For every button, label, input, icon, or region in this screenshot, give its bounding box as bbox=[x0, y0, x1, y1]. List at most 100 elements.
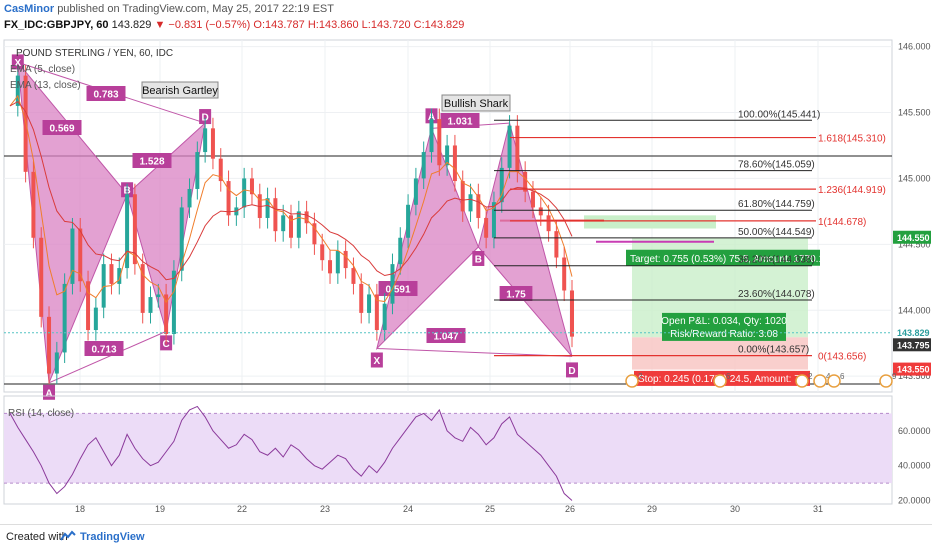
author-link[interactable]: CasMinor bbox=[4, 3, 55, 15]
fib-ext-label-0: 1.618(145.310) bbox=[818, 134, 886, 145]
price-label-entry: 143.795 bbox=[897, 340, 930, 350]
shark-ratio-xd-bg bbox=[426, 328, 466, 343]
candle-body-38 bbox=[304, 211, 309, 224]
rsi-tick-0: 60.0000 bbox=[898, 426, 931, 436]
gartley-ratio-xd-bg bbox=[86, 86, 126, 101]
candle-body-44 bbox=[351, 268, 356, 284]
candle-body-34 bbox=[273, 198, 278, 232]
candle-body-22 bbox=[179, 207, 184, 271]
shark-ratio-xc-bg bbox=[440, 113, 480, 128]
shark-title: Bullish Shark bbox=[444, 98, 509, 110]
candle-body-31 bbox=[249, 178, 254, 195]
footer: Created with TradingView bbox=[0, 524, 932, 551]
shark-ratio-ab: 0.591 bbox=[385, 285, 410, 296]
fib-ext-label-1: 1.236(144.919) bbox=[818, 185, 886, 196]
gartley-ac bbox=[48, 330, 167, 384]
symbol-name[interactable]: FX_IDC:GBPJPY, 60 bbox=[4, 19, 109, 31]
candle-body-20 bbox=[164, 294, 169, 334]
candle-body-26 bbox=[210, 128, 215, 159]
tradingview-brand[interactable]: TradingView bbox=[80, 531, 145, 543]
fib-ext-label-3: 0(143.656) bbox=[818, 352, 866, 363]
candle-body-36 bbox=[289, 215, 293, 238]
event-marker-4[interactable] bbox=[827, 374, 841, 388]
ema-13-legend[interactable]: EMA (13, close) bbox=[10, 80, 81, 91]
candle-body-56 bbox=[445, 145, 450, 166]
candle-body-41 bbox=[328, 260, 333, 274]
candle-body-21 bbox=[171, 270, 176, 334]
candle-body-50 bbox=[398, 237, 403, 265]
target-label-bg bbox=[626, 249, 820, 266]
event-marker-3[interactable] bbox=[813, 374, 827, 388]
rsi-line bbox=[9, 405, 573, 501]
shark-x-label: X bbox=[374, 356, 381, 367]
time-tick-2: 22 bbox=[237, 504, 247, 514]
chart-canvas[interactable]: Target: 0.755 (0.53%) 75.5, Amount: 1770… bbox=[0, 38, 932, 524]
candle-body-8 bbox=[70, 228, 75, 284]
candle-body-4 bbox=[39, 237, 44, 317]
price-tick-1: 145.500 bbox=[898, 108, 931, 118]
candle-body-13 bbox=[109, 264, 114, 284]
candle-body-14 bbox=[117, 268, 122, 284]
event-marker-0[interactable] bbox=[625, 374, 639, 388]
rsi-tick-1: 40.0000 bbox=[898, 461, 931, 471]
event-marker-2[interactable] bbox=[795, 374, 809, 388]
fib-ext-label-2: 1(144.678) bbox=[818, 217, 866, 228]
candle-body-68 bbox=[538, 207, 543, 216]
candle-body-70 bbox=[554, 231, 559, 258]
candle-body-10 bbox=[86, 281, 91, 331]
candle-body-19 bbox=[156, 294, 161, 298]
price-label-target-bg bbox=[893, 230, 931, 244]
event-marker-label-1: 6 bbox=[726, 372, 731, 381]
candle-body-69 bbox=[546, 215, 551, 232]
price-label-stop: 143.550 bbox=[897, 365, 930, 375]
gartley-ratio-ab-bg bbox=[42, 120, 82, 135]
publish-info: published on TradingView.com, May 25, 20… bbox=[57, 3, 334, 15]
event-marker-1[interactable] bbox=[713, 374, 727, 388]
candle-body-12 bbox=[101, 264, 106, 308]
rsi-band bbox=[4, 413, 892, 484]
target-ghost bbox=[584, 215, 716, 229]
target-label-group: Target: 0.755 (0.53%) 75.5, Amount: 1770… bbox=[626, 249, 824, 266]
candle-body-71 bbox=[562, 257, 567, 291]
candle-body-65 bbox=[515, 125, 520, 172]
candle-body-7 bbox=[62, 283, 67, 353]
shark-ratio-bd: 1.75 bbox=[506, 290, 526, 301]
rsi-legend[interactable]: RSI (14, close) bbox=[8, 408, 75, 419]
price-label-stop-bg bbox=[893, 362, 931, 376]
shark-ratio-ab-bg bbox=[378, 281, 418, 296]
candle-body-39 bbox=[312, 223, 317, 245]
shark-b-label-bg bbox=[472, 250, 485, 266]
gartley-ratio-bc-bg bbox=[84, 341, 124, 356]
candle-body-72 bbox=[570, 290, 574, 337]
candle-body-43 bbox=[343, 250, 348, 269]
price-change: −0.831 (−0.57%) bbox=[168, 19, 251, 31]
gartley-ratio-cd: 1.528 bbox=[139, 157, 164, 168]
event-marker-5[interactable] bbox=[879, 374, 893, 388]
event-marker-label-2: 2 bbox=[808, 372, 813, 381]
chart-title: POUND STERLING / YEN, 60, IDC bbox=[16, 48, 174, 59]
price-label-last-bg bbox=[893, 325, 931, 339]
ema-5-legend[interactable]: EMA (5, close) bbox=[10, 64, 76, 75]
gartley-x-label: X bbox=[14, 58, 21, 69]
candle-body-11 bbox=[93, 307, 98, 331]
candle-body-18 bbox=[148, 297, 153, 313]
event-marker-label-0: 2 bbox=[638, 372, 643, 381]
fib-level-label-6: 0.00%(143.657) bbox=[738, 344, 809, 355]
time-tick-4: 24 bbox=[403, 504, 413, 514]
shark-d-label: D bbox=[568, 366, 575, 377]
candle-body-64 bbox=[507, 125, 512, 168]
time-tick-3: 23 bbox=[320, 504, 330, 514]
candle-body-40 bbox=[320, 244, 325, 261]
candle-body-42 bbox=[335, 250, 340, 274]
event-marker-label-5: 9 bbox=[892, 372, 897, 381]
candle-body-52 bbox=[413, 178, 418, 205]
rr-label: Risk/Reward Ratio: 3.08 bbox=[670, 329, 778, 340]
candle-body-5 bbox=[47, 316, 52, 374]
target-label: Target: 0.755 (0.53%) 75.5, Amount: 1770… bbox=[630, 254, 824, 265]
tradingview-logo-icon bbox=[60, 530, 76, 541]
fib-level-label-1: 78.60%(145.059) bbox=[738, 160, 815, 171]
candle-body-23 bbox=[187, 188, 192, 208]
candle-body-47 bbox=[374, 294, 379, 331]
candle-body-62 bbox=[491, 202, 496, 238]
gartley-title-bg bbox=[141, 81, 219, 99]
